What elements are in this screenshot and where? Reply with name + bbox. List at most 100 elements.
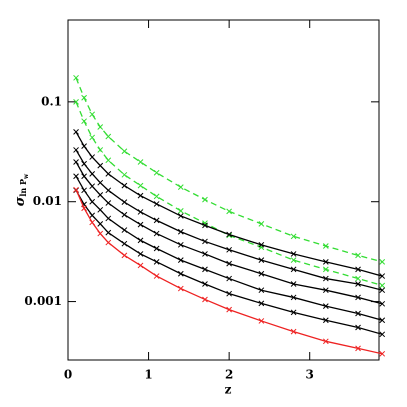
marker-stroke bbox=[226, 260, 232, 267]
point-marker bbox=[322, 338, 329, 345]
marker-stroke bbox=[97, 162, 104, 169]
marker-stroke bbox=[177, 257, 184, 263]
point-marker bbox=[355, 266, 361, 273]
marker-stroke bbox=[73, 74, 79, 81]
point-marker bbox=[97, 221, 104, 227]
point-marker bbox=[153, 230, 160, 237]
marker-stroke bbox=[322, 266, 329, 273]
marker-stroke bbox=[121, 252, 128, 259]
point-marker bbox=[137, 192, 144, 199]
marker-stroke bbox=[355, 252, 361, 259]
point-marker bbox=[258, 221, 265, 227]
marker-stroke bbox=[121, 227, 128, 233]
point-marker bbox=[226, 260, 232, 267]
point-marker bbox=[322, 287, 329, 294]
point-marker bbox=[73, 159, 79, 165]
plot-frame bbox=[67, 19, 380, 361]
point-marker bbox=[322, 317, 329, 324]
point-marker bbox=[290, 281, 297, 287]
point-marker bbox=[105, 133, 112, 140]
marker-stroke bbox=[81, 160, 87, 167]
marker-stroke bbox=[379, 258, 386, 265]
marker-stroke bbox=[89, 183, 96, 190]
marker-stroke bbox=[137, 237, 144, 244]
point-marker bbox=[177, 207, 184, 214]
marker-stroke bbox=[177, 241, 184, 248]
point-marker bbox=[290, 266, 297, 273]
marker-stroke bbox=[137, 262, 144, 269]
marker-stroke bbox=[89, 171, 96, 177]
point-marker bbox=[105, 187, 112, 194]
point-marker bbox=[89, 171, 96, 177]
point-marker bbox=[177, 241, 184, 248]
point-marker bbox=[355, 294, 361, 301]
point-marker bbox=[81, 187, 87, 194]
point-marker bbox=[73, 74, 79, 81]
point-marker bbox=[258, 318, 265, 324]
marker-stroke bbox=[97, 230, 104, 237]
marker-stroke bbox=[290, 251, 297, 257]
point-marker bbox=[290, 328, 297, 335]
point-marker bbox=[89, 154, 96, 160]
point-marker bbox=[97, 206, 104, 213]
marker-stroke bbox=[97, 179, 104, 186]
point-marker bbox=[89, 134, 96, 141]
point-marker bbox=[73, 147, 79, 153]
point-marker bbox=[202, 281, 208, 287]
point-marker bbox=[97, 162, 104, 169]
point-marker bbox=[322, 275, 329, 282]
point-marker bbox=[81, 160, 87, 167]
marker-stroke bbox=[73, 159, 79, 165]
point-marker bbox=[105, 157, 112, 164]
point-marker bbox=[121, 199, 128, 205]
marker-stroke bbox=[322, 275, 329, 282]
marker-stroke bbox=[177, 184, 184, 190]
point-marker bbox=[258, 270, 265, 277]
marker-stroke bbox=[258, 221, 265, 227]
marker-stroke bbox=[105, 215, 112, 222]
marker-stroke bbox=[73, 129, 79, 135]
marker-stroke bbox=[81, 143, 87, 150]
y-tick-label: 0.01 bbox=[33, 194, 62, 208]
point-marker bbox=[290, 233, 297, 240]
marker-stroke bbox=[379, 350, 386, 357]
point-marker bbox=[73, 173, 79, 180]
point-marker bbox=[202, 296, 208, 303]
marker-stroke bbox=[153, 258, 160, 265]
y-tick-label: 0.001 bbox=[24, 294, 62, 308]
marker-stroke bbox=[177, 213, 184, 219]
point-marker bbox=[121, 171, 128, 178]
marker-stroke bbox=[379, 331, 386, 338]
point-marker bbox=[153, 201, 160, 207]
point-marker bbox=[153, 217, 160, 224]
marker-stroke bbox=[322, 303, 329, 309]
point-marker bbox=[81, 94, 87, 101]
point-marker bbox=[121, 240, 128, 247]
marker-stroke bbox=[153, 169, 160, 176]
point-marker bbox=[121, 148, 128, 155]
marker-stroke bbox=[121, 240, 128, 247]
marker-stroke bbox=[202, 266, 208, 273]
marker-stroke bbox=[121, 171, 128, 178]
point-marker bbox=[97, 179, 104, 186]
series-line bbox=[75, 149, 383, 291]
marker-stroke bbox=[379, 287, 386, 294]
marker-stroke bbox=[322, 338, 329, 345]
point-marker bbox=[177, 228, 184, 235]
marker-stroke bbox=[105, 239, 112, 246]
point-marker bbox=[226, 208, 232, 215]
marker-stroke bbox=[258, 270, 265, 277]
point-marker bbox=[379, 331, 386, 338]
point-marker bbox=[137, 209, 144, 215]
marker-stroke bbox=[73, 186, 79, 193]
marker-stroke bbox=[290, 233, 297, 240]
marker-stroke bbox=[97, 192, 104, 198]
marker-stroke bbox=[322, 243, 329, 249]
point-marker bbox=[89, 198, 96, 205]
marker-stroke bbox=[81, 173, 87, 180]
marker-stroke bbox=[81, 205, 87, 212]
point-marker bbox=[153, 245, 160, 252]
point-marker bbox=[202, 238, 208, 245]
y-label-subsub: w bbox=[23, 173, 30, 180]
marker-stroke bbox=[202, 196, 208, 203]
